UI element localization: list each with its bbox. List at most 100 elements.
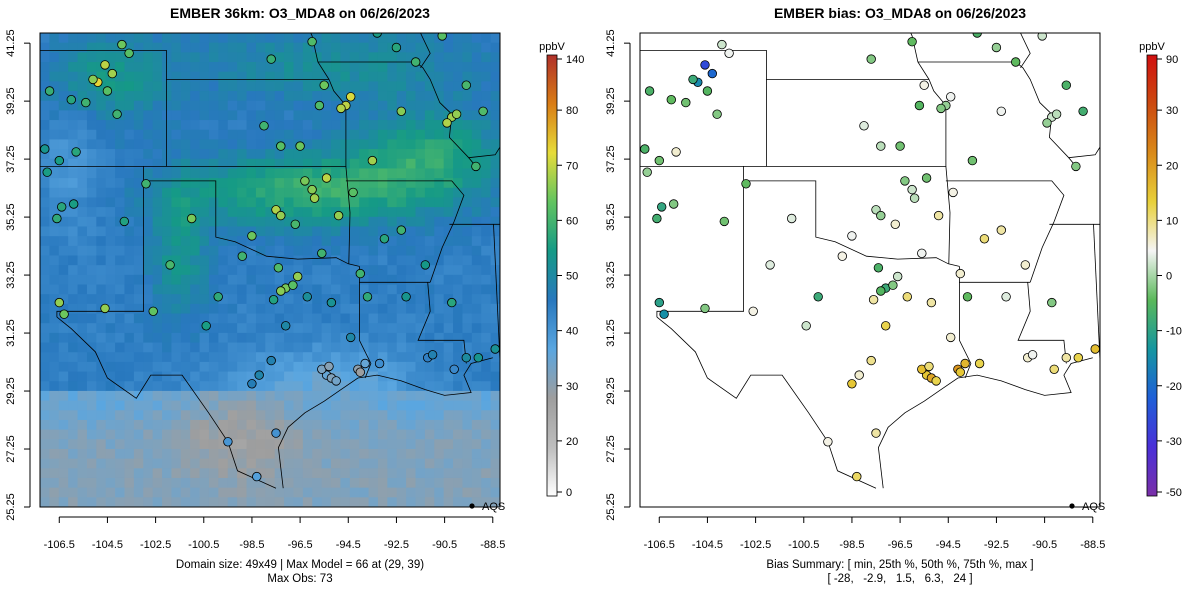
model-grid-cell <box>227 226 238 237</box>
model-grid-cell <box>133 100 144 111</box>
model-grid-cell <box>368 497 379 507</box>
y-tick-label: 27.25 <box>5 435 17 463</box>
model-grid-cell <box>462 216 473 227</box>
model-grid-cell <box>199 381 210 392</box>
model-grid-cell <box>255 226 266 237</box>
model-grid-cell <box>199 120 210 131</box>
model-grid-cell <box>424 178 435 189</box>
model-grid-cell <box>406 410 417 421</box>
model-grid-cell <box>293 71 304 82</box>
model-grid-cell <box>246 332 257 344</box>
model-grid-cell <box>190 303 201 315</box>
model-grid-cell <box>340 62 351 73</box>
state-boundary-line <box>56 166 144 318</box>
model-grid-cell <box>218 468 229 479</box>
model-grid-cell <box>58 100 69 111</box>
model-grid-cell <box>133 139 144 150</box>
model-grid-cell <box>284 42 294 53</box>
observation-site-marker <box>1061 353 1072 363</box>
model-grid-cell <box>105 342 116 353</box>
observation-site-marker <box>437 33 447 41</box>
model-grid-cell <box>359 158 370 169</box>
model-grid-cell <box>453 168 463 179</box>
model-grid-cell <box>49 110 60 121</box>
model-grid-cell <box>199 71 210 82</box>
model-grid-cell <box>171 42 182 53</box>
model-grid-cell <box>434 274 445 286</box>
model-grid-cell <box>387 294 398 305</box>
model-grid-cell <box>284 429 294 440</box>
x-tick-label: -98.5 <box>239 539 264 551</box>
model-grid-cell <box>302 110 313 121</box>
model-grid-cell <box>349 197 360 208</box>
model-grid-cell <box>227 419 238 431</box>
model-grid-cell <box>312 429 323 440</box>
model-grid-cell <box>302 149 313 160</box>
model-grid-cell <box>340 400 351 411</box>
model-grid-cell <box>340 236 351 247</box>
model-grid-cell <box>490 371 500 382</box>
model-grid-cell <box>274 458 285 469</box>
model-grid-cell <box>152 381 163 392</box>
model-grid-cell <box>406 149 417 160</box>
model-grid-cell <box>434 323 445 334</box>
model-grid-cell <box>443 390 454 402</box>
model-grid-cell <box>415 33 426 44</box>
model-grid-cell <box>284 158 294 169</box>
model-grid-cell <box>387 352 398 363</box>
model-grid-cell <box>105 216 116 227</box>
model-grid-cell <box>86 168 97 179</box>
model-grid-cell <box>415 352 426 363</box>
model-grid-cell <box>396 390 407 402</box>
state-boundary-line <box>1068 146 1100 159</box>
model-grid-cell <box>171 207 182 218</box>
state-boundary-line <box>493 224 500 361</box>
model-grid-cell <box>462 226 473 237</box>
model-grid-cell <box>359 139 370 150</box>
model-grid-cell <box>340 216 351 227</box>
x-tick-label: -90.5 <box>1032 539 1057 551</box>
model-grid-cell <box>199 497 210 507</box>
model-grid-cell <box>190 178 201 189</box>
model-grid-cell <box>434 129 445 140</box>
model-grid-cell <box>190 323 201 334</box>
bias-map-svg: AQS-106.5 -104.5 -102.5 -100.5 -98.5 -96.5 -94… <box>605 29 1182 551</box>
state-boundary-line <box>656 166 744 318</box>
model-grid-cell <box>143 342 154 353</box>
observation-site-marker <box>346 332 356 343</box>
colorbar-tick-label: 0 <box>566 487 572 499</box>
model-grid-cell <box>77 342 88 353</box>
model-grid-cell <box>246 52 257 63</box>
model-grid-cell <box>40 226 50 237</box>
model-grid-cell <box>340 390 351 402</box>
observation-site-marker <box>702 86 713 96</box>
model-grid-cell <box>415 313 426 324</box>
model-grid-cell <box>237 91 248 102</box>
model-grid-cell <box>190 352 201 363</box>
model-grid-cell <box>49 129 60 140</box>
model-grid-cell <box>77 303 88 315</box>
model-grid-cell <box>180 33 191 44</box>
model-grid-cell <box>471 100 482 111</box>
model-grid-cell <box>58 371 69 382</box>
model-grid-cell <box>396 439 407 450</box>
model-grid-cell <box>359 468 370 479</box>
model-grid-cell <box>331 139 341 150</box>
model-grid-cell <box>302 352 313 363</box>
model-grid-cell <box>284 216 294 227</box>
model-grid-cell <box>68 52 79 63</box>
model-grid-cell <box>77 178 88 189</box>
model-grid-cell <box>115 361 125 373</box>
model-grid-cell <box>237 129 248 140</box>
model-grid-cell <box>284 468 294 479</box>
model-grid-cell <box>302 429 313 440</box>
model-grid-cell <box>68 400 79 411</box>
model-grid-cell <box>96 139 107 150</box>
model-grid-cell <box>368 129 379 140</box>
model-grid-cell <box>434 448 445 460</box>
model-grid-cell <box>274 81 285 92</box>
model-grid-cell <box>340 129 351 140</box>
model-grid-cell <box>424 168 435 179</box>
model-grid-cell <box>227 81 238 92</box>
model-grid-cell <box>143 468 154 479</box>
